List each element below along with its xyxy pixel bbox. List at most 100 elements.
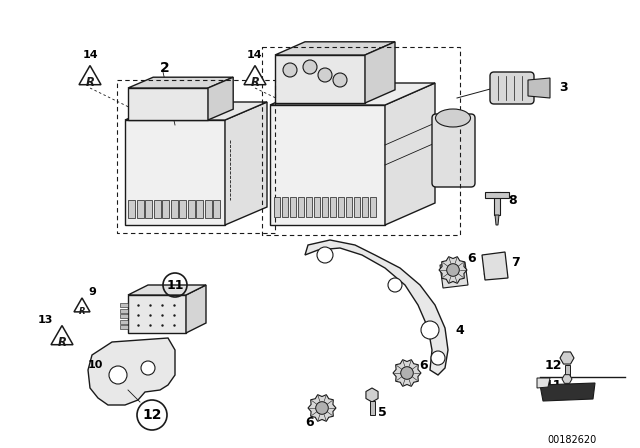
Text: 10: 10 (87, 360, 102, 370)
Polygon shape (565, 384, 569, 393)
Polygon shape (154, 200, 161, 218)
Polygon shape (275, 55, 365, 103)
Polygon shape (225, 102, 267, 225)
Polygon shape (393, 360, 421, 386)
Circle shape (303, 60, 317, 74)
Text: 9: 9 (88, 287, 96, 297)
Polygon shape (170, 200, 177, 218)
Polygon shape (179, 200, 186, 218)
Polygon shape (120, 309, 128, 313)
Text: R: R (250, 76, 259, 89)
Polygon shape (145, 200, 152, 218)
Text: 11: 11 (545, 379, 563, 392)
Circle shape (283, 63, 297, 77)
Polygon shape (562, 375, 572, 383)
Text: 5: 5 (378, 405, 387, 418)
Text: 3: 3 (559, 81, 567, 94)
Text: 12: 12 (142, 408, 162, 422)
Circle shape (316, 402, 328, 414)
Polygon shape (282, 197, 288, 217)
Polygon shape (274, 197, 280, 217)
Polygon shape (196, 200, 203, 218)
Text: 6: 6 (420, 358, 428, 371)
Text: 8: 8 (509, 194, 517, 207)
Polygon shape (290, 197, 296, 217)
Text: 2: 2 (160, 61, 170, 75)
Polygon shape (74, 298, 90, 312)
Polygon shape (120, 314, 128, 318)
Polygon shape (485, 192, 509, 198)
FancyBboxPatch shape (490, 72, 534, 104)
Circle shape (431, 351, 445, 365)
Polygon shape (362, 197, 368, 217)
Text: 14: 14 (82, 50, 98, 60)
Polygon shape (440, 262, 468, 288)
Polygon shape (125, 102, 267, 120)
Polygon shape (322, 197, 328, 217)
Polygon shape (354, 197, 360, 217)
Polygon shape (439, 257, 467, 283)
Polygon shape (128, 88, 208, 120)
Text: 1: 1 (352, 53, 362, 67)
Circle shape (317, 247, 333, 263)
Polygon shape (494, 192, 500, 215)
Polygon shape (128, 295, 186, 333)
Polygon shape (305, 240, 448, 375)
Text: R: R (58, 336, 67, 349)
Polygon shape (528, 78, 550, 98)
Polygon shape (244, 65, 266, 85)
Polygon shape (346, 197, 352, 217)
Text: 14: 14 (247, 50, 263, 60)
Polygon shape (79, 65, 101, 85)
Polygon shape (330, 197, 336, 217)
Polygon shape (540, 383, 595, 401)
Polygon shape (308, 395, 336, 421)
Polygon shape (560, 352, 574, 364)
FancyBboxPatch shape (432, 114, 475, 187)
Polygon shape (136, 200, 143, 218)
Text: 12: 12 (545, 358, 563, 371)
Polygon shape (366, 388, 378, 402)
Polygon shape (482, 252, 508, 280)
Polygon shape (270, 105, 385, 225)
Circle shape (318, 68, 332, 82)
Polygon shape (213, 200, 220, 218)
Polygon shape (120, 319, 128, 323)
Polygon shape (369, 401, 374, 415)
Text: 00182620: 00182620 (547, 435, 596, 445)
Polygon shape (128, 200, 135, 218)
Polygon shape (338, 197, 344, 217)
Polygon shape (120, 325, 128, 329)
Polygon shape (186, 285, 206, 333)
Text: R: R (86, 76, 95, 89)
Polygon shape (537, 378, 550, 388)
Text: 13: 13 (37, 315, 52, 325)
Polygon shape (564, 365, 570, 378)
Polygon shape (205, 200, 211, 218)
Polygon shape (298, 197, 304, 217)
Polygon shape (495, 215, 499, 225)
Polygon shape (365, 42, 395, 103)
Polygon shape (51, 326, 73, 345)
Circle shape (447, 264, 460, 276)
Polygon shape (88, 338, 175, 405)
Polygon shape (125, 120, 225, 225)
Polygon shape (120, 303, 128, 307)
Polygon shape (128, 77, 233, 88)
Circle shape (401, 367, 413, 379)
Polygon shape (385, 83, 435, 225)
Polygon shape (314, 197, 320, 217)
Circle shape (141, 361, 155, 375)
Circle shape (388, 278, 402, 292)
Polygon shape (188, 200, 195, 218)
Polygon shape (128, 285, 206, 295)
Text: R: R (79, 306, 85, 315)
Polygon shape (270, 83, 435, 105)
Text: 11: 11 (166, 279, 184, 292)
Text: 4: 4 (456, 323, 465, 336)
Circle shape (109, 366, 127, 384)
Circle shape (421, 321, 439, 339)
Polygon shape (370, 197, 376, 217)
Polygon shape (306, 197, 312, 217)
Polygon shape (275, 42, 395, 55)
